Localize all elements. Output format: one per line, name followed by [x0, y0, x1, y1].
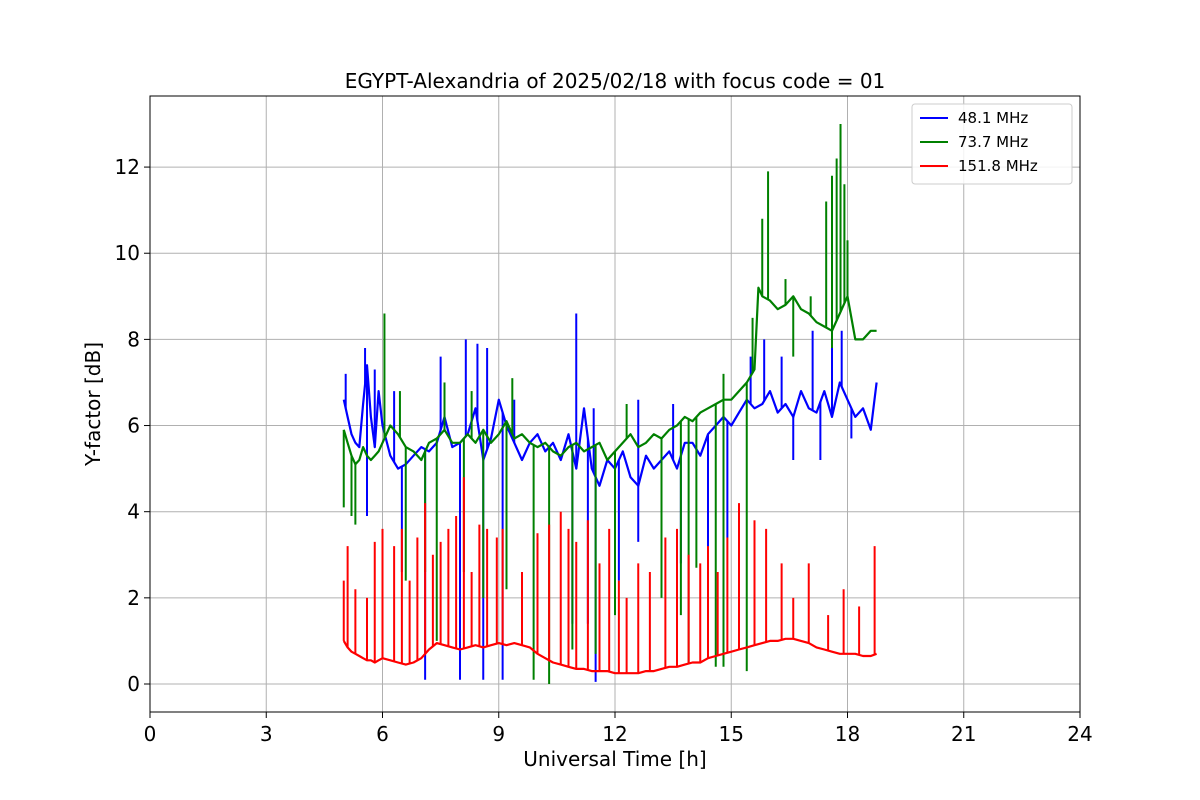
y-tick-label: 6 [127, 414, 140, 438]
y-tick-label: 4 [127, 500, 140, 524]
legend-label: 48.1 MHz [958, 109, 1028, 127]
legend-entry: 151.8 MHz [920, 157, 1038, 175]
legend-label: 73.7 MHz [958, 133, 1028, 151]
x-tick-label: 6 [376, 722, 389, 746]
y-tick-label: 12 [115, 155, 140, 179]
x-tick-label: 12 [602, 722, 627, 746]
x-tick-label: 18 [835, 722, 860, 746]
x-tick-label: 9 [492, 722, 505, 746]
series-line [342, 364, 878, 487]
y-tick-label: 10 [115, 241, 140, 265]
legend-entry: 73.7 MHz [920, 133, 1028, 151]
x-tick-label: 21 [951, 722, 976, 746]
x-tick-label: 0 [144, 722, 157, 746]
series-layer [342, 124, 878, 684]
x-tick-label: 24 [1067, 722, 1092, 746]
series-2 [342, 477, 877, 675]
y-tick-label: 8 [127, 327, 140, 351]
chart-title: EGYPT-Alexandria of 2025/02/18 with focu… [345, 69, 886, 93]
legend-entry: 48.1 MHz [920, 109, 1028, 127]
x-tick-label: 15 [719, 722, 744, 746]
y-axis-label: Y-factor [dB] [81, 342, 105, 467]
y-tick-label: 2 [127, 586, 140, 610]
series-line [342, 637, 877, 675]
legend: 48.1 MHz 73.7 MHz 151.8 MHz [911, 103, 1073, 185]
legend-label: 151.8 MHz [958, 157, 1038, 175]
legend-box [911, 103, 1073, 185]
x-axis-label: Universal Time [h] [523, 747, 706, 771]
y-tick-label: 0 [127, 672, 140, 696]
x-tick-label: 3 [260, 722, 273, 746]
